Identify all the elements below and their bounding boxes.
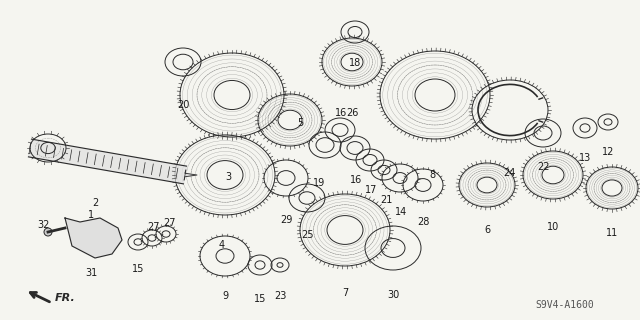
Text: 27: 27 — [147, 222, 159, 232]
Text: 19: 19 — [313, 178, 325, 188]
Text: 26: 26 — [346, 108, 358, 118]
Text: 20: 20 — [177, 100, 189, 110]
Text: 5: 5 — [297, 118, 303, 128]
Text: 2: 2 — [92, 198, 98, 208]
Text: 15: 15 — [254, 294, 266, 304]
Text: 4: 4 — [219, 240, 225, 250]
Text: 28: 28 — [417, 217, 429, 227]
Text: 18: 18 — [349, 58, 361, 68]
Polygon shape — [28, 139, 186, 184]
Text: 13: 13 — [579, 153, 591, 163]
Text: 21: 21 — [380, 195, 392, 205]
Text: FR.: FR. — [55, 293, 76, 303]
Text: 9: 9 — [222, 291, 228, 301]
Text: S9V4-A1600: S9V4-A1600 — [535, 300, 594, 310]
Text: 23: 23 — [274, 291, 286, 301]
Text: 7: 7 — [342, 288, 348, 298]
Text: 12: 12 — [602, 147, 614, 157]
Text: 22: 22 — [537, 162, 549, 172]
Text: 8: 8 — [429, 170, 435, 180]
Text: 15: 15 — [132, 264, 144, 274]
Text: 30: 30 — [387, 290, 399, 300]
Text: 6: 6 — [484, 225, 490, 235]
Text: 16: 16 — [350, 175, 362, 185]
Text: 16: 16 — [335, 108, 347, 118]
Text: 1: 1 — [88, 210, 94, 220]
Text: 32: 32 — [37, 220, 49, 230]
Text: 31: 31 — [85, 268, 97, 278]
Polygon shape — [65, 218, 122, 258]
Text: 14: 14 — [395, 207, 407, 217]
Circle shape — [44, 228, 52, 236]
Text: 11: 11 — [606, 228, 618, 238]
Text: 3: 3 — [225, 172, 231, 182]
Text: 29: 29 — [280, 215, 292, 225]
Text: 17: 17 — [365, 185, 377, 195]
Text: 10: 10 — [547, 222, 559, 232]
Polygon shape — [184, 171, 197, 180]
Text: 24: 24 — [503, 168, 515, 178]
Text: 27: 27 — [164, 218, 176, 228]
Text: 25: 25 — [301, 230, 313, 240]
